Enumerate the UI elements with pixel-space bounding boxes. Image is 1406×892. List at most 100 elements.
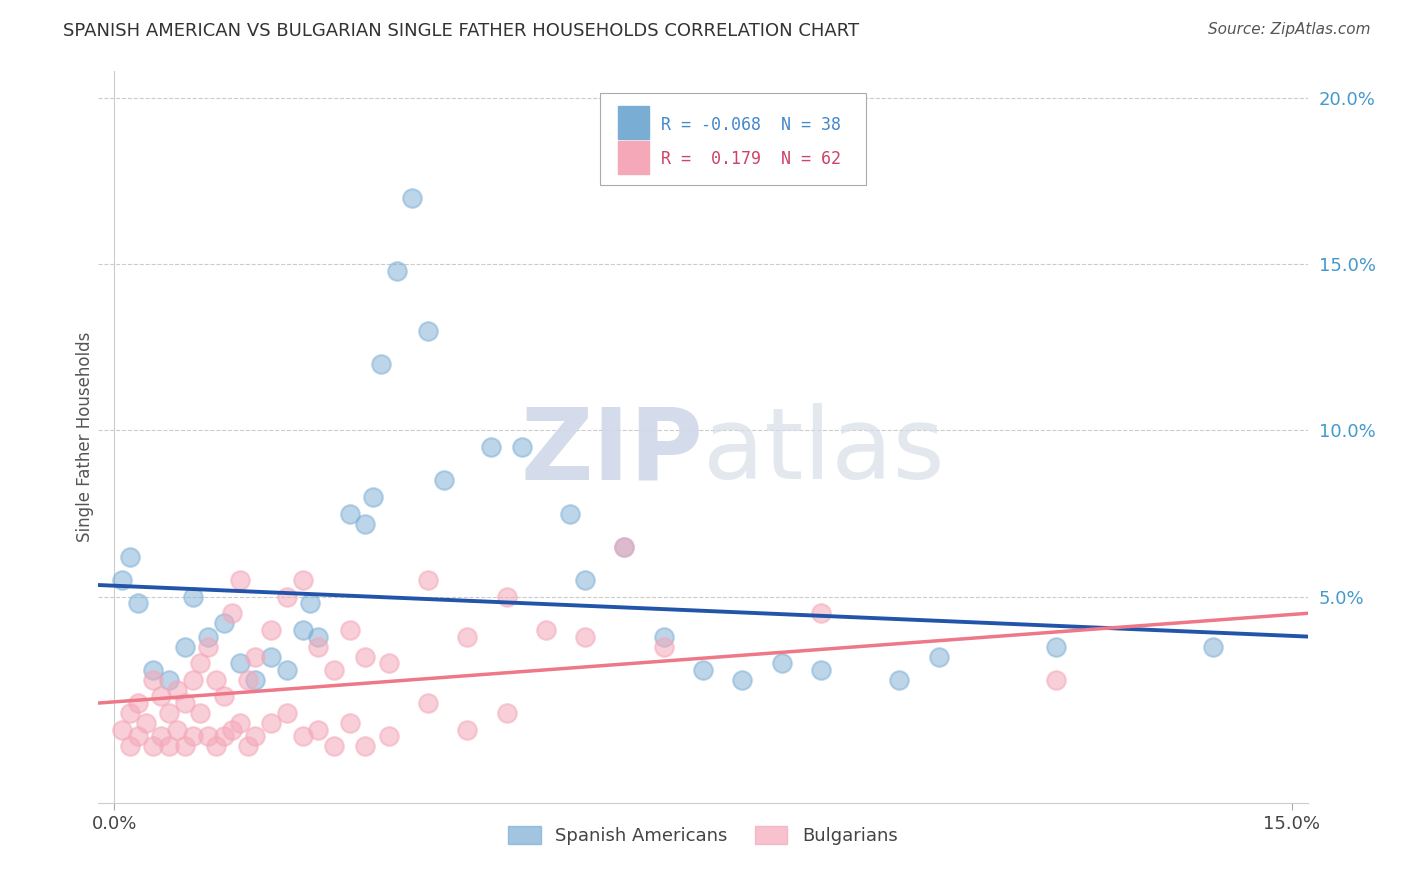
Point [731, 673, 754, 687]
Point [299, 596, 322, 610]
Point [236, 673, 259, 687]
Text: ZIP: ZIP [520, 403, 703, 500]
Point [276, 663, 298, 677]
Point [205, 739, 228, 754]
Point [307, 723, 329, 737]
Point [173, 739, 195, 754]
Point [221, 723, 243, 737]
Point [354, 739, 377, 754]
Point [142, 663, 165, 677]
Point [339, 716, 361, 731]
Point [212, 616, 235, 631]
Point [652, 630, 675, 644]
Point [190, 706, 212, 720]
Point [512, 440, 534, 454]
Point [197, 640, 219, 654]
Point [479, 440, 502, 454]
Point [307, 640, 329, 654]
Point [810, 663, 832, 677]
Point [205, 673, 228, 687]
Text: SPANISH AMERICAN VS BULGARIAN SINGLE FATHER HOUSEHOLDS CORRELATION CHART: SPANISH AMERICAN VS BULGARIAN SINGLE FAT… [63, 22, 859, 40]
Point [456, 630, 478, 644]
Point [166, 682, 188, 697]
Point [142, 739, 165, 754]
Legend: Spanish Americans, Bulgarians: Spanish Americans, Bulgarians [501, 819, 905, 852]
Point [418, 324, 440, 338]
Point [127, 596, 149, 610]
Point [378, 729, 401, 743]
Point [276, 706, 298, 720]
Point [260, 623, 283, 637]
Point [212, 729, 235, 743]
Point [229, 573, 252, 587]
Point [245, 673, 267, 687]
Point [495, 590, 517, 604]
Point [889, 673, 911, 687]
Point [157, 673, 180, 687]
Text: Source: ZipAtlas.com: Source: ZipAtlas.com [1208, 22, 1371, 37]
Point [613, 540, 636, 554]
Point [118, 739, 141, 754]
Point [221, 607, 243, 621]
Point [190, 656, 212, 670]
Point [323, 739, 346, 754]
Point [157, 706, 180, 720]
Point [291, 623, 314, 637]
Point [323, 663, 346, 677]
Y-axis label: Single Father Households: Single Father Households [76, 332, 94, 542]
Point [401, 191, 423, 205]
Point [150, 729, 173, 743]
Point [770, 656, 793, 670]
Point [1202, 640, 1225, 654]
Point [574, 573, 596, 587]
Point [229, 716, 252, 731]
Point [181, 590, 204, 604]
Point [111, 573, 134, 587]
Point [150, 690, 173, 704]
Point [928, 649, 950, 664]
Point [276, 590, 298, 604]
Point [142, 673, 165, 687]
Point [229, 656, 252, 670]
Point [613, 540, 636, 554]
Text: R =  0.179  N = 62: R = 0.179 N = 62 [661, 150, 841, 168]
Point [433, 473, 456, 487]
Text: R = -0.068  N = 38: R = -0.068 N = 38 [661, 116, 841, 134]
Point [212, 690, 235, 704]
Point [1045, 640, 1067, 654]
Point [574, 630, 596, 644]
Point [197, 729, 219, 743]
Point [307, 630, 329, 644]
Point [418, 573, 440, 587]
Point [354, 516, 377, 531]
Point [111, 723, 134, 737]
Point [456, 723, 478, 737]
Point [418, 696, 440, 710]
Point [260, 649, 283, 664]
Point [260, 716, 283, 731]
Point [370, 357, 392, 371]
Point [354, 649, 377, 664]
Point [652, 640, 675, 654]
Point [810, 607, 832, 621]
Point [245, 729, 267, 743]
Point [534, 623, 557, 637]
Point [1045, 673, 1067, 687]
Point [385, 264, 408, 278]
Point [495, 706, 517, 720]
Point [339, 507, 361, 521]
FancyBboxPatch shape [600, 94, 866, 185]
Point [378, 656, 401, 670]
Point [118, 706, 141, 720]
Point [118, 549, 141, 564]
Bar [619, 141, 648, 174]
Point [339, 623, 361, 637]
Point [236, 739, 259, 754]
Point [181, 673, 204, 687]
Point [558, 507, 581, 521]
Point [291, 729, 314, 743]
Bar [619, 106, 648, 139]
Point [245, 649, 267, 664]
Point [135, 716, 157, 731]
Point [692, 663, 714, 677]
